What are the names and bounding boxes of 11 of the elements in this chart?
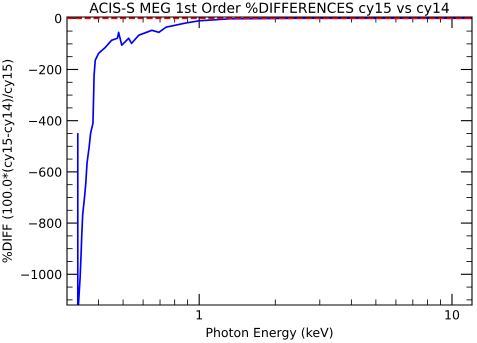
y-tick-label: −600 [29, 167, 62, 177]
x-tick-label: 1 [196, 310, 202, 320]
y-tick-label: −800 [29, 218, 62, 228]
x-axis-title: Photon Energy (keV) [206, 328, 332, 340]
y-tick-label: −1000 [21, 270, 62, 280]
y-tick-label: −200 [29, 64, 62, 74]
y-axis-title: %DIFF (100.0*(cy15-cy14)/cy15) [2, 60, 14, 262]
chart-title: ACIS-S MEG 1st Order %DIFFERENCES cy15 vs cy14 [89, 2, 449, 16]
y-tick-label: 0 [55, 14, 62, 24]
x-tick-label: 10 [445, 310, 460, 320]
y-tick-label: −400 [29, 116, 62, 126]
